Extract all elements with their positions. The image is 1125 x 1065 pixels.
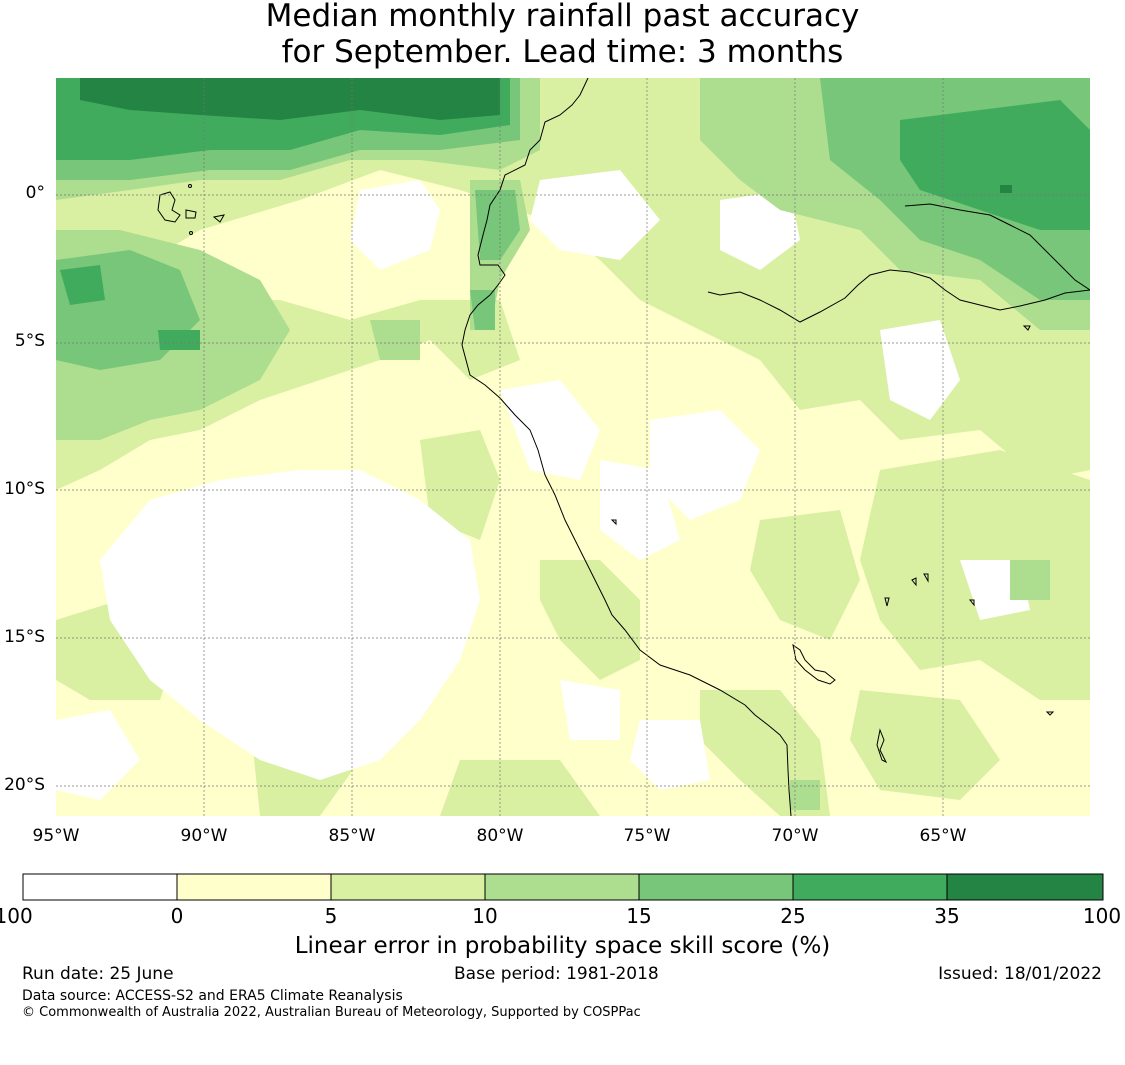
map-title-line-2: for September. Lead time: 3 months [281,34,844,70]
lon-label-65w: 65°W [919,826,967,846]
lat-label-0: 0° [25,183,45,203]
field-35-100 [80,78,1012,193]
lat-label-10s: 10°S [4,479,45,499]
issued-date: Issued: 18/01/2022 [938,964,1102,984]
lon-label-85w: 85°W [328,826,376,846]
lake-titicaca [792,643,836,685]
colorbar-segment-2 [177,874,331,900]
colorbar-tick-label: 15 [626,904,652,928]
lon-label-70w: 70°W [771,826,819,846]
copyright: © Commonwealth of Australia 2022, Austra… [22,1005,641,1020]
colorbar-tick-label: -100 [0,904,33,928]
lon-label-90w: 90°W [180,826,228,846]
amazon-river [707,269,1090,323]
colorbar-tick-label: 35 [934,904,960,928]
negro-river [904,203,1090,291]
colorbar-title: Linear error in probability space skill … [294,933,831,959]
colorbar-tick-label: 5 [324,904,338,928]
colorbar-tick-label: 10 [472,904,498,928]
data-source: Data source: ACCESS-S2 and ERA5 Climate … [22,988,403,1004]
colorbar-tick-label: 100 [1082,904,1122,928]
lon-label-95w: 95°W [32,826,80,846]
graticule [56,78,1090,816]
run-date: Run date: 25 June [22,964,174,984]
galapagos-islands [157,184,225,235]
lake-poopo [876,728,888,764]
field-negative [56,120,1030,800]
colorbar-segment-4 [485,874,639,900]
colorbar-segment-1 [23,874,177,900]
map-title-line-1: Median monthly rainfall past accuracy [265,0,860,34]
lat-label-20s: 20°S [4,775,45,795]
colorbar-segment-6 [793,874,947,900]
colorbar-segment-5 [639,874,793,900]
small-lakes [610,325,1055,716]
colorbar-tick-label: 25 [780,904,806,928]
base-period: Base period: 1981-2018 [454,964,659,984]
colorbar [22,873,1104,901]
lon-label-80w: 80°W [476,826,524,846]
colorbar-segment-3 [331,874,485,900]
skill-field [56,78,1090,816]
lon-label-75w: 75°W [623,826,671,846]
colorbar-segment-7 [947,874,1103,900]
coastline [461,78,792,816]
colorbar-tick-label: 0 [170,904,184,928]
lat-label-15s: 15°S [4,627,45,647]
lat-label-5s: 5°S [14,331,45,351]
